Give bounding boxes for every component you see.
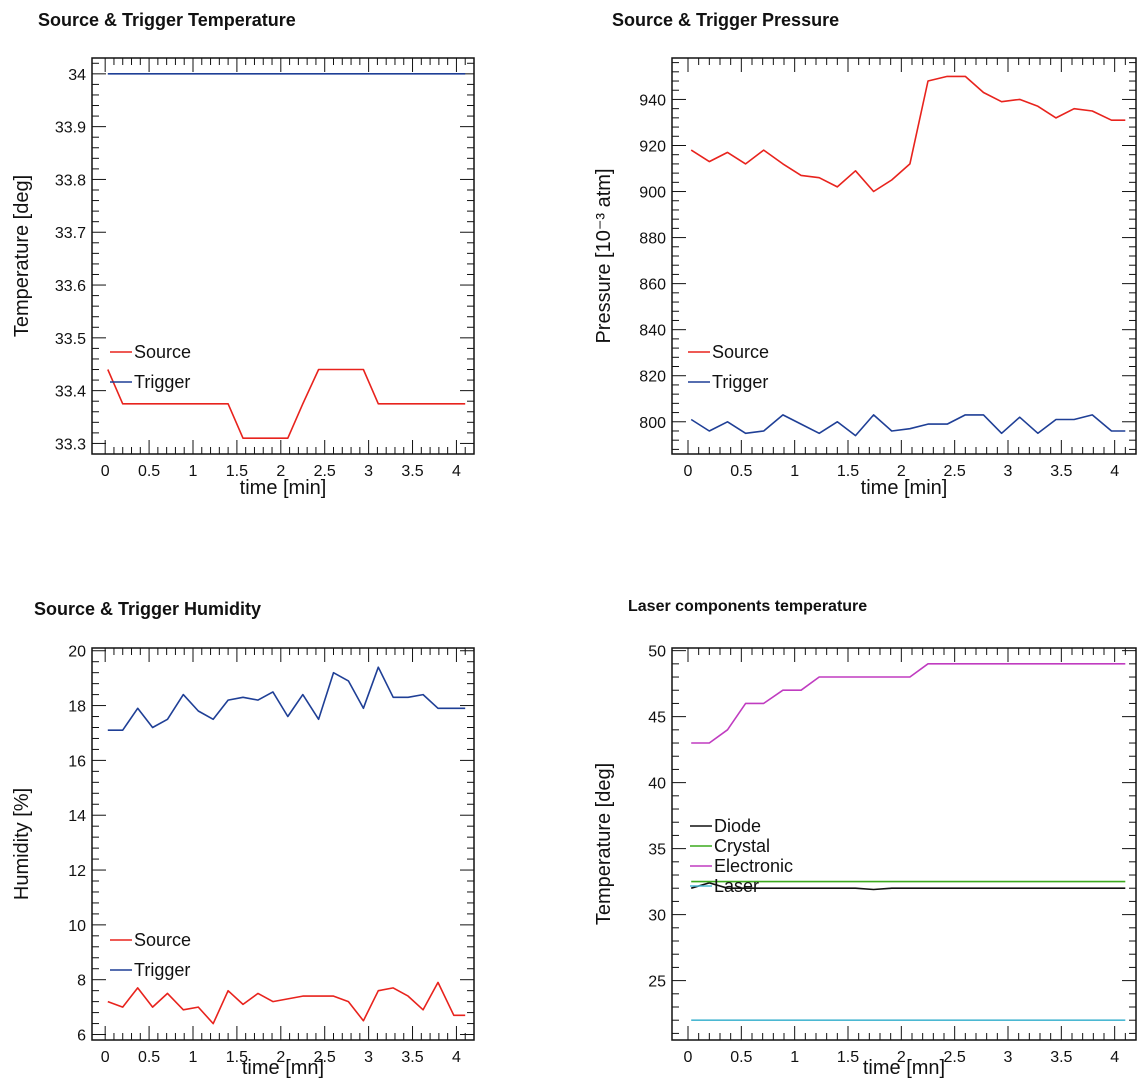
y-tick-label: 840 bbox=[639, 323, 666, 340]
legend-label: Crystal bbox=[714, 836, 770, 856]
chart-panel-4: Laser components temperature 0 0.5 1 1.5 2 2.5… bbox=[593, 598, 1136, 1079]
legend-label: Diode bbox=[714, 816, 761, 836]
plot-frame bbox=[92, 58, 474, 454]
plot-frame bbox=[92, 648, 474, 1040]
chart-title: Source & Trigger Temperature bbox=[38, 10, 296, 30]
x-tick-label: 1 bbox=[790, 463, 799, 480]
x-tick-label: 1 bbox=[189, 1049, 198, 1066]
x-tick-label: 3 bbox=[364, 463, 373, 480]
y-tick-label: 50 bbox=[648, 644, 666, 661]
x-tick-label: 0 bbox=[101, 463, 110, 480]
x-tick-label: 4 bbox=[452, 463, 461, 480]
x-tick-label: 0.5 bbox=[730, 1049, 752, 1066]
legend-label: Trigger bbox=[712, 372, 768, 392]
x-tick-label: 0 bbox=[684, 1049, 693, 1066]
y-tick-label: 45 bbox=[648, 710, 666, 727]
legend: Source Trigger bbox=[110, 930, 191, 980]
y-tick-label: 12 bbox=[68, 863, 86, 880]
y-tick-label: 33.7 bbox=[55, 225, 86, 242]
x-tick-label: 1.5 bbox=[837, 1049, 859, 1066]
y-tick-label: 900 bbox=[639, 185, 666, 202]
y-tick-label: 33.5 bbox=[55, 331, 86, 348]
legend: Source Trigger bbox=[110, 342, 191, 392]
x-tick-label: 1.5 bbox=[837, 463, 859, 480]
chart-panel-3: Source & Trigger Humidity 0 0.5 1 1.5 2 2.5 3 3.… bbox=[11, 599, 474, 1079]
series-line-trigger bbox=[108, 667, 465, 730]
y-tick-label: 33.9 bbox=[55, 120, 86, 137]
x-tick-label: 2.5 bbox=[944, 1049, 966, 1066]
x-tick-label: 3.5 bbox=[1050, 463, 1072, 480]
series-line-source bbox=[108, 982, 465, 1023]
plot-frame bbox=[672, 58, 1136, 454]
y-tick-label: 14 bbox=[68, 808, 86, 825]
x-tick-label: 1 bbox=[790, 1049, 799, 1066]
chart-title: Source & Trigger Humidity bbox=[34, 599, 261, 619]
y-tick-label: 35 bbox=[648, 842, 666, 859]
chart-title: Laser components temperature bbox=[628, 598, 867, 615]
x-tick-label: 4 bbox=[452, 1049, 461, 1066]
y-tick-label: 6 bbox=[77, 1028, 86, 1045]
legend-label: Source bbox=[134, 342, 191, 362]
legend-label: Source bbox=[134, 930, 191, 950]
y-tick-label: 880 bbox=[639, 231, 666, 248]
x-tick-label: 4 bbox=[1110, 1049, 1119, 1066]
legend-label: Trigger bbox=[134, 372, 190, 392]
series-line-source bbox=[691, 76, 1125, 191]
x-tick-label: 0.5 bbox=[730, 463, 752, 480]
chart-title: Source & Trigger Pressure bbox=[612, 10, 839, 30]
legend-label: Laser bbox=[714, 876, 759, 896]
y-axis-title: Humidity [%] bbox=[11, 788, 33, 900]
y-tick-label: 860 bbox=[639, 277, 666, 294]
x-axis-title: time [mn] bbox=[242, 1057, 324, 1079]
y-tick-label: 16 bbox=[68, 753, 86, 770]
x-axis-title: time [min] bbox=[240, 477, 327, 499]
x-tick-label: 0.5 bbox=[138, 1049, 160, 1066]
y-tick-label: 33.4 bbox=[55, 384, 86, 401]
y-tick-label: 18 bbox=[68, 699, 86, 716]
y-tick-label: 33.3 bbox=[55, 436, 86, 453]
y-tick-label: 40 bbox=[648, 776, 666, 793]
legend-label: Source bbox=[712, 342, 769, 362]
x-tick-label: 0.5 bbox=[138, 463, 160, 480]
x-tick-label: 3.5 bbox=[1050, 1049, 1072, 1066]
x-tick-label: 3.5 bbox=[401, 1049, 423, 1066]
x-tick-label: 3 bbox=[1004, 1049, 1013, 1066]
y-tick-label: 8 bbox=[77, 973, 86, 990]
y-tick-label: 25 bbox=[648, 974, 666, 991]
y-axis-title: Temperature [deg] bbox=[11, 175, 33, 337]
y-axis-title: Temperature [deg] bbox=[593, 763, 615, 925]
x-axis-title: time [mn] bbox=[863, 1057, 945, 1079]
y-tick-label: 10 bbox=[68, 918, 86, 935]
y-tick-label: 30 bbox=[648, 908, 666, 925]
y-tick-label: 940 bbox=[639, 92, 666, 109]
series-line-trigger bbox=[691, 415, 1125, 436]
y-tick-label: 20 bbox=[68, 644, 86, 661]
x-tick-label: 4 bbox=[1110, 463, 1119, 480]
x-tick-label: 3 bbox=[1004, 463, 1013, 480]
x-tick-label: 0 bbox=[101, 1049, 110, 1066]
y-tick-label: 33.6 bbox=[55, 278, 86, 295]
x-tick-label: 3.5 bbox=[401, 463, 423, 480]
y-tick-label: 33.8 bbox=[55, 172, 86, 189]
chart-panel-2: Source & Trigger Pressure 0 0.5 1 1.5 2 2.5 3 3.… bbox=[593, 10, 1136, 499]
x-tick-label: 3 bbox=[364, 1049, 373, 1066]
y-tick-label: 34 bbox=[68, 67, 86, 84]
chart-panel-1: Source & Trigger Temperature 0 0.5 1 1.5 2 2.5… bbox=[11, 10, 474, 499]
y-tick-label: 820 bbox=[639, 369, 666, 386]
y-tick-label: 800 bbox=[639, 415, 666, 432]
y-tick-label: 920 bbox=[639, 138, 666, 155]
legend: Source Trigger bbox=[688, 342, 769, 392]
series-line-electronic bbox=[691, 664, 1125, 743]
legend-label: Electronic bbox=[714, 856, 793, 876]
x-tick-label: 1 bbox=[189, 463, 198, 480]
x-tick-label: 0 bbox=[684, 463, 693, 480]
legend-label: Trigger bbox=[134, 960, 190, 980]
x-axis-title: time [min] bbox=[861, 477, 948, 499]
y-axis-title: Pressure [10⁻³ atm] bbox=[593, 168, 615, 343]
